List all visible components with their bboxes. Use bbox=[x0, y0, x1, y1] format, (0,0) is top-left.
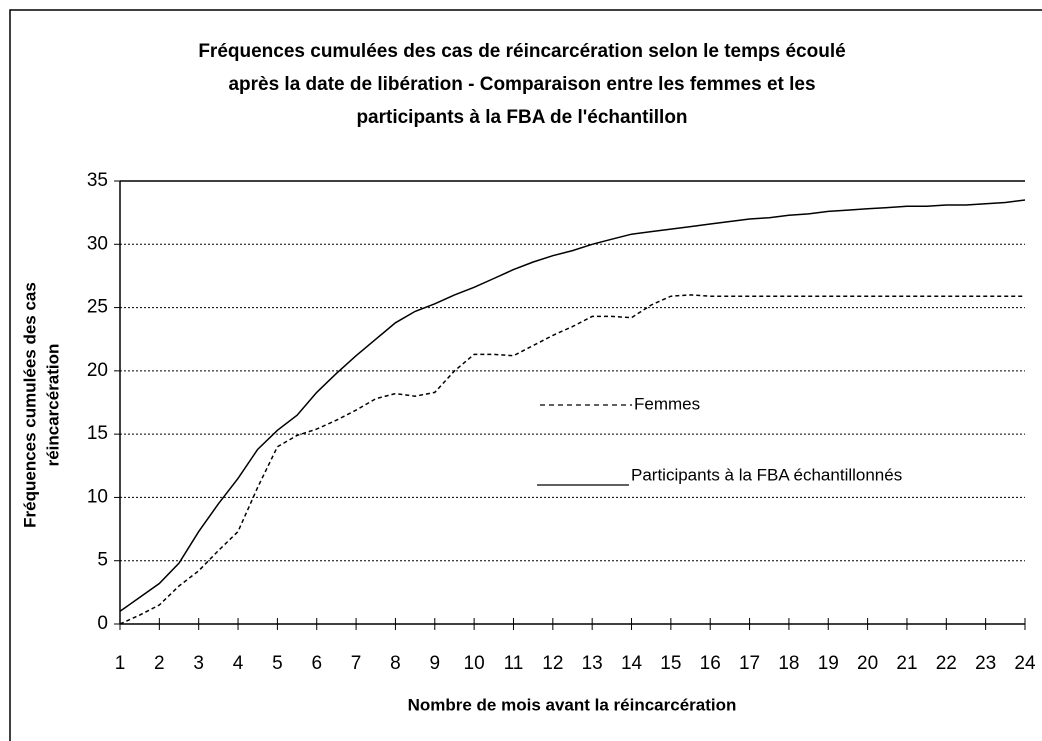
y-tick-label: 0 bbox=[97, 613, 108, 634]
y-tick-label: 15 bbox=[87, 423, 108, 444]
x-tick-label: 8 bbox=[390, 653, 401, 674]
x-tick-label: 21 bbox=[896, 653, 917, 674]
x-tick-label: 16 bbox=[700, 653, 721, 674]
chart-title: après la date de libération - Comparaiso… bbox=[228, 74, 815, 95]
x-tick-label: 7 bbox=[351, 653, 362, 674]
x-tick-label: 2 bbox=[154, 653, 165, 674]
x-tick-label: 17 bbox=[739, 653, 760, 674]
y-axis-title: réincarcération bbox=[43, 344, 62, 467]
x-tick-label: 11 bbox=[504, 653, 524, 674]
x-tick-label: 6 bbox=[311, 653, 322, 674]
x-tick-label: 13 bbox=[582, 653, 603, 674]
y-tick-label: 20 bbox=[87, 360, 108, 381]
x-tick-label: 14 bbox=[621, 653, 643, 674]
x-tick-label: 3 bbox=[193, 653, 204, 674]
series-line bbox=[119, 199, 1026, 612]
x-tick-label: 23 bbox=[975, 653, 996, 674]
x-tick-label: 22 bbox=[936, 653, 957, 674]
legend-label: Femmes bbox=[634, 394, 700, 413]
x-tick-label: 15 bbox=[660, 653, 681, 674]
x-tick-label: 12 bbox=[542, 653, 563, 674]
chart-frame bbox=[9, 9, 1042, 741]
x-tick-label: 4 bbox=[233, 653, 244, 674]
x-tick-label: 20 bbox=[857, 653, 878, 674]
y-tick-label: 35 bbox=[87, 170, 108, 191]
x-tick-label: 10 bbox=[464, 653, 485, 674]
chart-title: participants à la FBA de l'échantillon bbox=[356, 107, 687, 128]
x-tick-label: 9 bbox=[429, 653, 440, 674]
y-tick-label: 30 bbox=[87, 233, 108, 254]
y-tick-label: 5 bbox=[97, 550, 108, 571]
y-axis-title: Fréquences cumulées des cas bbox=[20, 282, 39, 528]
series-line bbox=[119, 294, 1025, 625]
x-tick-label: 1 bbox=[115, 653, 126, 674]
x-tick-label: 24 bbox=[1014, 653, 1036, 674]
x-axis-title: Nombre de mois avant la réincarcération bbox=[408, 695, 737, 714]
legend-label: Participants à la FBA échantillonnés bbox=[631, 465, 902, 484]
chart-title: Fréquences cumulées des cas de réincarcé… bbox=[198, 41, 845, 62]
y-tick-label: 25 bbox=[87, 297, 108, 318]
x-tick-label: 5 bbox=[272, 653, 283, 674]
x-tick-label: 18 bbox=[778, 653, 799, 674]
x-tick-label: 19 bbox=[818, 653, 839, 674]
y-tick-label: 10 bbox=[87, 486, 108, 507]
